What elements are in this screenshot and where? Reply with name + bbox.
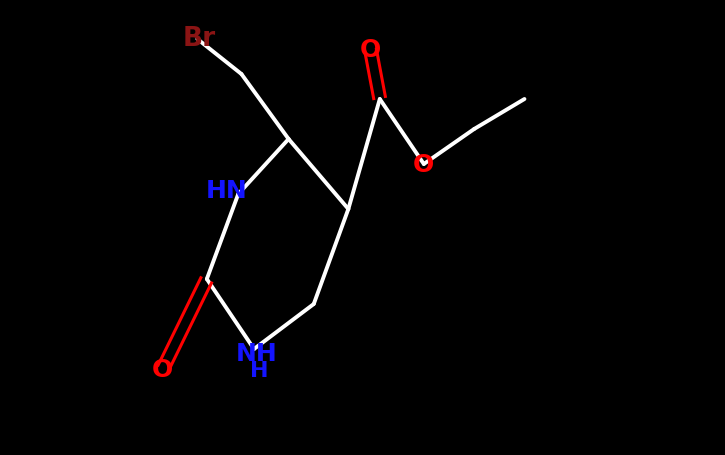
Text: HN: HN — [206, 179, 248, 203]
Text: O: O — [360, 38, 381, 62]
Text: O: O — [413, 153, 434, 177]
Text: Br: Br — [183, 26, 216, 52]
Text: NH: NH — [236, 341, 277, 365]
Text: H: H — [250, 360, 269, 379]
Text: O: O — [152, 357, 173, 381]
